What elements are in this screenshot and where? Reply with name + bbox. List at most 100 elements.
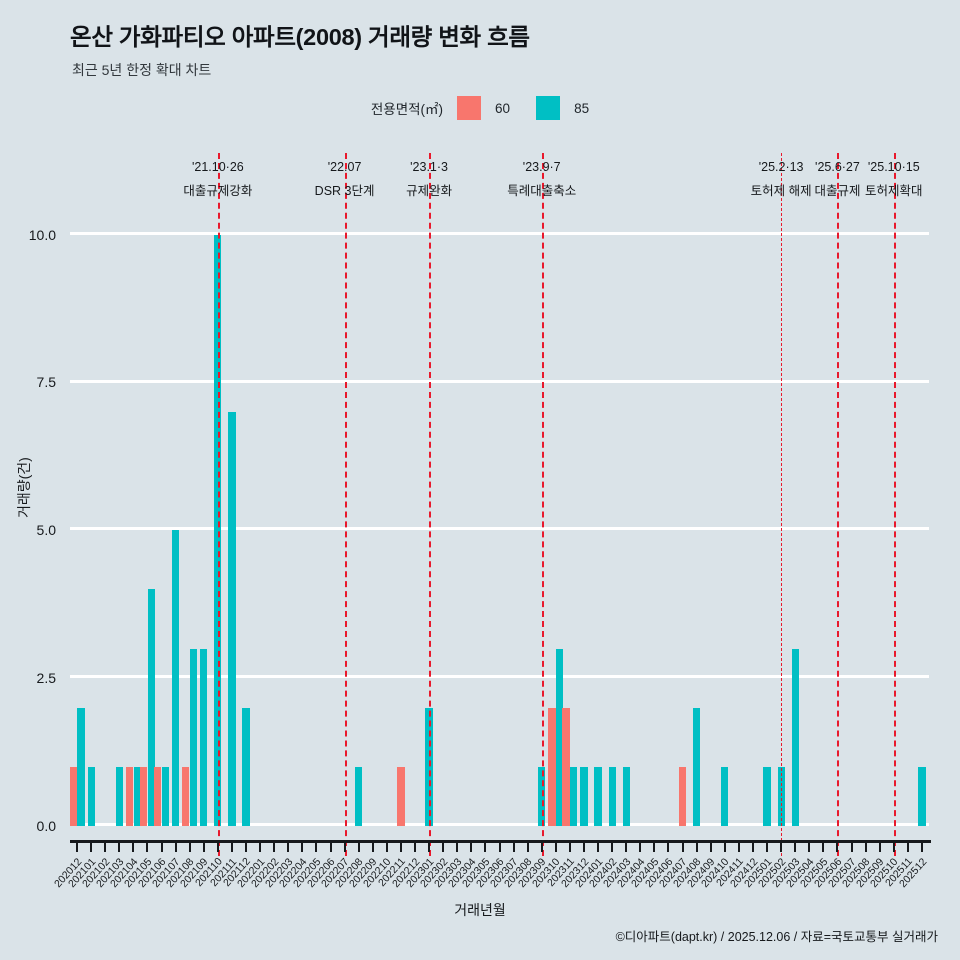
x-axis-tick [878, 843, 881, 852]
x-axis-tick [230, 843, 233, 852]
x-axis-tick [582, 843, 585, 852]
x-axis-tick [625, 843, 628, 852]
event-line-202207 [344, 153, 347, 856]
event-desc: 토허제 해제 [750, 184, 812, 198]
event-desc: 특례대출축소 [507, 184, 577, 198]
bar-202111-85[interactable] [228, 412, 236, 826]
event-label-202506: '25.6·27 대출규제 [814, 160, 860, 199]
x-axis-tick [414, 843, 416, 852]
x-axis-tick [568, 843, 571, 852]
bar-202310-85[interactable] [556, 648, 564, 826]
x-axis-tick [132, 843, 135, 852]
event-line-202309 [541, 153, 544, 856]
bar-202403-85[interactable] [622, 766, 630, 826]
x-axis-tick [653, 843, 656, 852]
x-axis-tick [245, 843, 248, 852]
bar-202208-85[interactable] [355, 766, 363, 826]
event-date: '25.2·13 [758, 160, 804, 174]
legend-entry-60[interactable]: 60 [457, 96, 510, 120]
bar-202311-85[interactable] [570, 766, 578, 826]
x-axis-tick [709, 843, 712, 852]
bar-202109-85[interactable] [200, 648, 208, 826]
x-axis-tick [554, 843, 557, 852]
x-axis-tick [371, 843, 374, 852]
bar-202105-85[interactable] [147, 589, 155, 826]
bar-202105-60[interactable] [139, 766, 148, 826]
event-line-202502 [781, 153, 783, 856]
bar-202103-85[interactable] [115, 766, 123, 826]
bar-202402-85[interactable] [608, 766, 616, 826]
legend-label-60: 60 [495, 100, 511, 116]
x-axis-tick [766, 843, 769, 852]
x-axis-tick [329, 843, 332, 852]
event-date: '25.6·27 [815, 160, 860, 174]
x-axis-tick [174, 843, 177, 852]
x-axis-tick [597, 843, 600, 852]
bar-202310-60[interactable] [548, 707, 556, 826]
x-axis-tick [343, 843, 346, 852]
x-axis-tick [780, 843, 783, 852]
x-axis-tick [667, 843, 670, 852]
x-axis-tick [399, 843, 402, 852]
bar-202108-85[interactable] [189, 648, 198, 826]
bar-202211-60[interactable] [397, 766, 405, 826]
gridline [70, 675, 929, 679]
bar-202106-85[interactable] [161, 766, 170, 826]
bar-202408-85[interactable] [693, 707, 701, 826]
bar-202512-85[interactable] [918, 766, 926, 826]
bar-202104-85[interactable] [133, 766, 141, 826]
event-line-202510 [893, 153, 896, 856]
bar-202012-85[interactable] [77, 707, 85, 826]
legend-label-85: 85 [574, 100, 590, 116]
x-axis-tick [822, 843, 825, 852]
bar-202101-85[interactable] [87, 766, 95, 826]
x-axis-tick [216, 843, 219, 852]
event-label-202301: '23.1·3 규제완화 [406, 160, 452, 199]
x-axis-tick [273, 843, 276, 852]
x-axis-tick [428, 843, 431, 852]
chart-legend: 전용면적(㎡) 60 85 [0, 96, 960, 120]
bar-202110-85[interactable] [214, 234, 222, 826]
gridline [70, 527, 929, 531]
x-axis-tick [442, 843, 445, 852]
x-axis-tick [498, 843, 501, 852]
page-title: 온산 가화파티오 아파트(2008) 거래량 변화 흐름 [70, 24, 530, 50]
bar-202410-85[interactable] [721, 766, 729, 826]
legend-swatch-60 [457, 96, 482, 120]
x-axis-tick [639, 843, 642, 852]
x-axis-tick [456, 843, 459, 852]
bar-202108-60[interactable] [182, 766, 190, 826]
x-axis-tick [751, 843, 754, 852]
gridline [70, 231, 929, 235]
x-axis-tick [76, 843, 79, 852]
x-axis-tick [512, 843, 515, 852]
x-axis-tick [188, 843, 191, 852]
bar-202311-60[interactable] [562, 707, 570, 826]
bar-202407-60[interactable] [678, 766, 687, 826]
x-axis-tick [540, 843, 543, 852]
x-axis-tick [104, 843, 107, 852]
x-axis-tick [794, 843, 797, 852]
bar-202112-85[interactable] [242, 707, 250, 826]
gridline [70, 379, 929, 383]
x-axis-tick [723, 843, 726, 852]
event-desc: 토허제확대 [865, 184, 923, 198]
x-axis-tick [695, 843, 698, 852]
x-axis-tick [836, 843, 839, 852]
bar-202501-85[interactable] [763, 766, 771, 826]
legend-entry-85[interactable]: 85 [536, 96, 589, 120]
bar-202106-60[interactable] [154, 766, 162, 826]
bar-202312-85[interactable] [580, 766, 588, 826]
y-axis-label: 거래량(건) [16, 457, 32, 518]
event-label-202207: '22.07 DSR 3단계 [315, 160, 375, 199]
x-axis-tick [385, 843, 388, 852]
bar-202107-85[interactable] [172, 530, 180, 826]
x-axis-tick [808, 843, 811, 852]
bar-202401-85[interactable] [594, 766, 602, 826]
x-axis-tick [850, 843, 853, 852]
bar-202503-85[interactable] [791, 648, 799, 826]
legend-title: 전용면적(㎡) [370, 102, 444, 117]
bar-202012-60[interactable] [69, 766, 77, 826]
bar-202104-60[interactable] [125, 766, 134, 826]
gridline [70, 823, 929, 826]
